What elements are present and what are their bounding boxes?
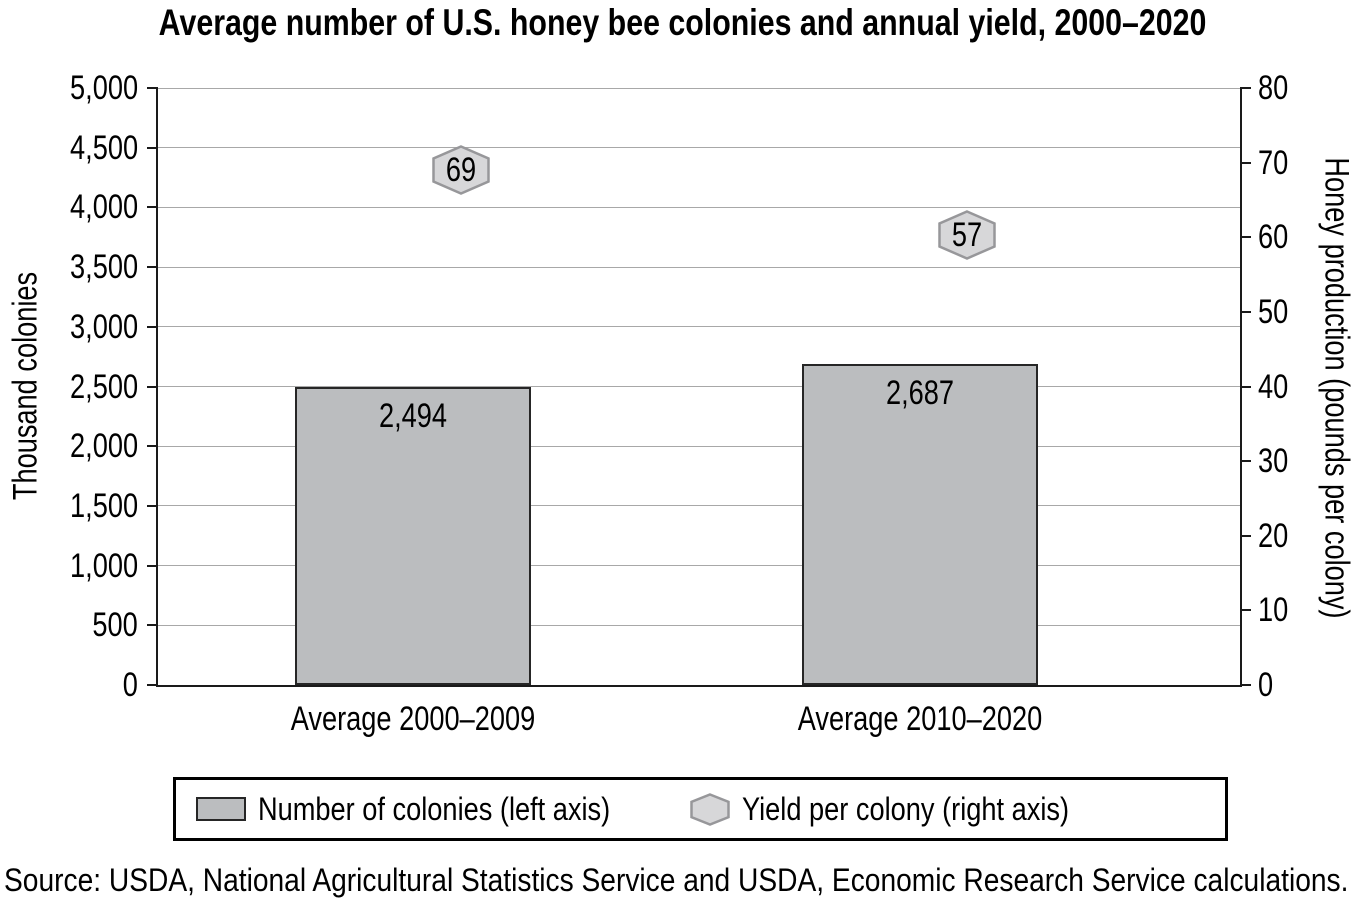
left-tick-mark (147, 445, 158, 448)
left-tick-mark (147, 564, 158, 567)
legend-item-colonies: Number of colonies (left axis) (196, 791, 672, 828)
gridline (158, 206, 1240, 208)
bar: 2,687 (801, 364, 1038, 685)
right-tick-mark (1240, 161, 1251, 164)
right-tick-mark (1240, 534, 1251, 537)
bar: 2,494 (294, 387, 531, 685)
right-tick-mark (1240, 684, 1251, 686)
right-tick-label: 40 (1258, 367, 1289, 406)
left-tick-mark (147, 87, 158, 89)
left-tick-label: 2,000 (69, 427, 138, 466)
right-tick-label: 0 (1258, 666, 1274, 704)
legend: Number of colonies (left axis) Yield per… (173, 777, 1228, 841)
hexagon-icon (938, 210, 997, 260)
left-tick-label: 5,000 (69, 69, 138, 107)
marker-value-label: 57 (952, 216, 983, 254)
marker-value-label: 69 (445, 151, 477, 190)
left-tick-mark (147, 624, 158, 627)
right-tick-mark (1240, 236, 1251, 239)
right-tick-mark (1240, 87, 1251, 89)
hexagon-marker (938, 210, 997, 260)
x-tick-label: Average 2000–2009 (290, 700, 536, 738)
left-tick-mark (147, 385, 158, 388)
left-tick-label: 500 (92, 606, 138, 645)
legend-label-yield: Yield per colony (right axis) (742, 790, 1070, 827)
right-tick-label: 50 (1258, 292, 1289, 331)
left-tick-mark (147, 504, 158, 507)
right-tick-label: 20 (1258, 516, 1289, 555)
left-tick-label: 4,500 (69, 128, 138, 167)
bar-swatch-icon (196, 797, 246, 821)
gridline (158, 565, 1240, 567)
gridline (158, 326, 1240, 328)
hexagon-swatch-icon (690, 792, 731, 826)
right-tick-label: 10 (1258, 591, 1289, 630)
gridline (158, 87, 1240, 89)
right-tick-label: 60 (1258, 218, 1289, 257)
left-tick-mark (147, 325, 158, 328)
left-axis-line (156, 88, 158, 687)
right-tick-label: 30 (1258, 442, 1289, 481)
right-tick-mark (1240, 385, 1251, 388)
right-axis-line (1240, 88, 1242, 687)
gridline (158, 445, 1240, 447)
right-tick-mark (1240, 460, 1251, 463)
gridline (158, 505, 1240, 507)
source-note: Source: USDA, National Agricultural Stat… (4, 862, 1349, 898)
bar-value-label: 2,494 (378, 397, 447, 436)
right-tick-mark (1240, 310, 1251, 313)
gridline (158, 624, 1240, 626)
left-tick-label: 1,500 (69, 486, 138, 525)
legend-label-colonies: Number of colonies (left axis) (258, 790, 611, 827)
bottom-axis-line (156, 685, 1242, 687)
left-tick-label: 3,500 (69, 248, 138, 287)
hexagon-icon (432, 145, 490, 195)
chart-title: Average number of U.S. honey bee colonie… (158, 2, 1207, 43)
left-tick-label: 3,000 (69, 307, 138, 346)
hexagon-marker (432, 145, 490, 195)
left-tick-label: 0 (122, 666, 138, 704)
right-tick-label: 70 (1258, 143, 1289, 182)
x-tick-label: Average 2010–2020 (797, 700, 1043, 738)
right-tick-label: 80 (1258, 69, 1289, 107)
bar-value-label: 2,687 (885, 374, 954, 413)
gridline (158, 266, 1240, 268)
gridline (158, 386, 1240, 387)
left-tick-label: 1,000 (69, 546, 138, 585)
left-tick-label: 2,500 (69, 367, 138, 406)
right-axis-title: Honey production (pounds per colony) (1317, 157, 1356, 619)
gridline (158, 147, 1240, 149)
right-tick-mark (1240, 609, 1251, 612)
left-tick-mark (147, 206, 158, 209)
left-tick-mark (147, 266, 158, 269)
left-tick-label: 4,000 (69, 188, 138, 227)
left-tick-mark (147, 684, 158, 686)
legend-item-yield: Yield per colony (right axis) (690, 791, 1127, 828)
left-tick-mark (147, 146, 158, 149)
left-axis-title: Thousand colonies (6, 271, 45, 501)
